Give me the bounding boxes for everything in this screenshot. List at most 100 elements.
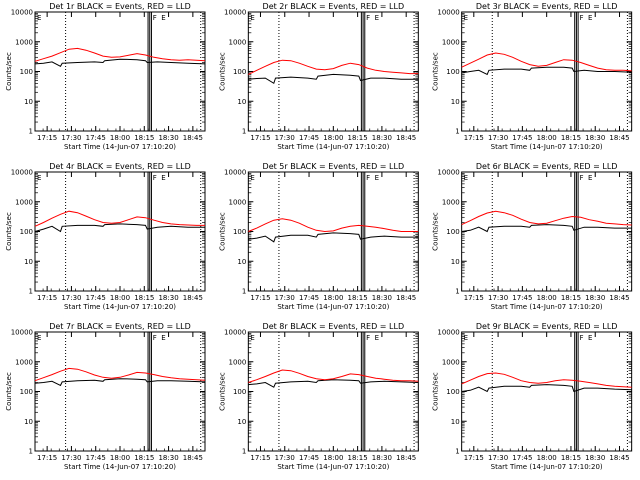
y-tick-label: 10000 bbox=[437, 9, 459, 17]
marker-letter-e: E bbox=[375, 174, 379, 182]
marker-letter-corner: E bbox=[464, 174, 468, 182]
y-tick-label: 1 bbox=[455, 128, 459, 136]
marker-letter-corner: E bbox=[250, 174, 254, 182]
x-tick-label: 17:30 bbox=[275, 134, 295, 142]
x-tick-label: 18:00 bbox=[323, 454, 343, 462]
marker-letter-e: E bbox=[161, 14, 165, 22]
y-tick-label: 1000 bbox=[442, 38, 460, 46]
x-tick-label: 17:45 bbox=[86, 134, 106, 142]
x-tick-label: 17:15 bbox=[464, 294, 484, 302]
x-tick-label: 18:45 bbox=[396, 134, 416, 142]
y-axis-label: Counts/sec bbox=[432, 212, 440, 251]
x-tick-label: 18:00 bbox=[110, 454, 130, 462]
x-tick-label: 17:15 bbox=[250, 134, 270, 142]
series-line-lld bbox=[34, 367, 206, 382]
y-tick-label: 100 bbox=[20, 228, 33, 236]
panel-det-8: Det 8r BLACK = Events, RED = LLD 1 10 100 10… bbox=[218, 322, 419, 471]
series-line-events bbox=[34, 378, 206, 387]
plot-frame bbox=[247, 331, 419, 452]
panel-title: Det 7r BLACK = Events, RED = LLD bbox=[49, 322, 191, 331]
x-tick-label: 18:30 bbox=[372, 134, 392, 142]
panel-det-2: Det 2r BLACK = Events, RED = LLD 1 10 100 10… bbox=[218, 2, 419, 151]
marker-letter-f: F bbox=[153, 174, 157, 182]
marker-letter-f: F bbox=[153, 334, 157, 342]
x-axis-label: Start Time (14-Jun-07 17:10:20) bbox=[491, 463, 603, 471]
y-tick-label: 1000 bbox=[15, 38, 33, 46]
y-axis-label: Counts/sec bbox=[218, 212, 226, 251]
x-tick-label: 17:15 bbox=[250, 454, 270, 462]
series-line-events bbox=[461, 224, 632, 233]
panel-title: Det 9r BLACK = Events, RED = LLD bbox=[476, 322, 618, 331]
x-tick-label: 18:30 bbox=[158, 294, 178, 302]
x-tick-label: 18:00 bbox=[537, 454, 557, 462]
series-line-lld bbox=[461, 210, 632, 226]
x-tick-label: 18:15 bbox=[561, 294, 581, 302]
x-tick-label: 17:15 bbox=[37, 454, 57, 462]
y-axis-label: Counts/sec bbox=[5, 52, 13, 91]
panel-det-5: Det 5r BLACK = Events, RED = LLD 1 10 100 10… bbox=[218, 162, 419, 311]
marker-letter-e: E bbox=[588, 174, 592, 182]
series-line-lld bbox=[34, 47, 206, 62]
series-line-events bbox=[248, 379, 419, 388]
marker-letter-corner: E bbox=[37, 174, 41, 182]
y-axis-label: Counts/sec bbox=[5, 212, 13, 251]
y-tick-label: 10000 bbox=[224, 329, 246, 337]
y-tick-label: 1000 bbox=[229, 198, 247, 206]
x-tick-label: 17:30 bbox=[61, 454, 81, 462]
x-tick-label: 17:45 bbox=[512, 454, 532, 462]
x-tick-label: 18:00 bbox=[323, 134, 343, 142]
x-tick-label: 18:45 bbox=[609, 454, 629, 462]
x-tick-label: 18:45 bbox=[396, 454, 416, 462]
y-tick-label: 1 bbox=[29, 448, 33, 456]
y-tick-label: 1000 bbox=[442, 358, 460, 366]
marker-letter-corner: E bbox=[250, 334, 254, 342]
x-tick-label: 18:00 bbox=[110, 294, 130, 302]
x-tick-label: 17:15 bbox=[37, 134, 57, 142]
y-tick-label: 1 bbox=[242, 128, 246, 136]
y-tick-label: 1000 bbox=[229, 38, 247, 46]
panel-det-1: Det 1r BLACK = Events, RED = LLD 1 10 100 10… bbox=[5, 2, 206, 151]
y-tick-label: 1 bbox=[242, 288, 246, 296]
marker-letter-e: E bbox=[588, 14, 592, 22]
x-axis-label: Start Time (14-Jun-07 17:10:20) bbox=[277, 303, 389, 311]
y-tick-label: 1000 bbox=[442, 198, 460, 206]
x-tick-label: 18:15 bbox=[561, 134, 581, 142]
y-tick-label: 100 bbox=[20, 388, 33, 396]
y-axis-label: Counts/sec bbox=[432, 52, 440, 91]
x-tick-label: 17:30 bbox=[488, 294, 508, 302]
x-tick-label: 17:15 bbox=[37, 294, 57, 302]
x-tick-label: 18:30 bbox=[372, 294, 392, 302]
y-tick-label: 10 bbox=[237, 418, 246, 426]
y-tick-label: 10000 bbox=[11, 9, 33, 17]
marker-letter-e: E bbox=[375, 334, 379, 342]
y-tick-label: 10000 bbox=[437, 169, 459, 177]
y-tick-label: 10 bbox=[24, 258, 33, 266]
y-tick-label: 10 bbox=[237, 258, 246, 266]
series-line-lld bbox=[248, 218, 419, 233]
x-tick-label: 18:45 bbox=[396, 294, 416, 302]
panel-title: Det 1r BLACK = Events, RED = LLD bbox=[49, 2, 191, 11]
x-tick-label: 17:45 bbox=[86, 294, 106, 302]
marker-letter-f: F bbox=[579, 334, 583, 342]
x-tick-label: 17:30 bbox=[488, 454, 508, 462]
x-tick-label: 17:45 bbox=[299, 134, 319, 142]
x-tick-label: 18:15 bbox=[561, 454, 581, 462]
panel-title: Det 5r BLACK = Events, RED = LLD bbox=[263, 162, 405, 171]
y-tick-label: 10000 bbox=[224, 9, 246, 17]
x-tick-label: 17:45 bbox=[512, 294, 532, 302]
x-axis-label: Start Time (14-Jun-07 17:10:20) bbox=[491, 143, 603, 151]
x-tick-label: 18:30 bbox=[585, 134, 605, 142]
y-tick-label: 10000 bbox=[437, 329, 459, 337]
x-tick-label: 17:15 bbox=[250, 294, 270, 302]
x-tick-label: 18:45 bbox=[183, 134, 203, 142]
panel-det-4: Det 4r BLACK = Events, RED = LLD 1 10 100 10… bbox=[5, 162, 206, 311]
panel-title: Det 4r BLACK = Events, RED = LLD bbox=[49, 162, 191, 171]
marker-letter-e: E bbox=[588, 334, 592, 342]
marker-letter-corner: E bbox=[464, 334, 468, 342]
x-tick-label: 18:30 bbox=[372, 454, 392, 462]
series-line-events bbox=[34, 223, 205, 233]
y-tick-label: 1 bbox=[29, 288, 33, 296]
y-tick-label: 1 bbox=[242, 448, 246, 456]
x-tick-label: 18:30 bbox=[585, 454, 605, 462]
